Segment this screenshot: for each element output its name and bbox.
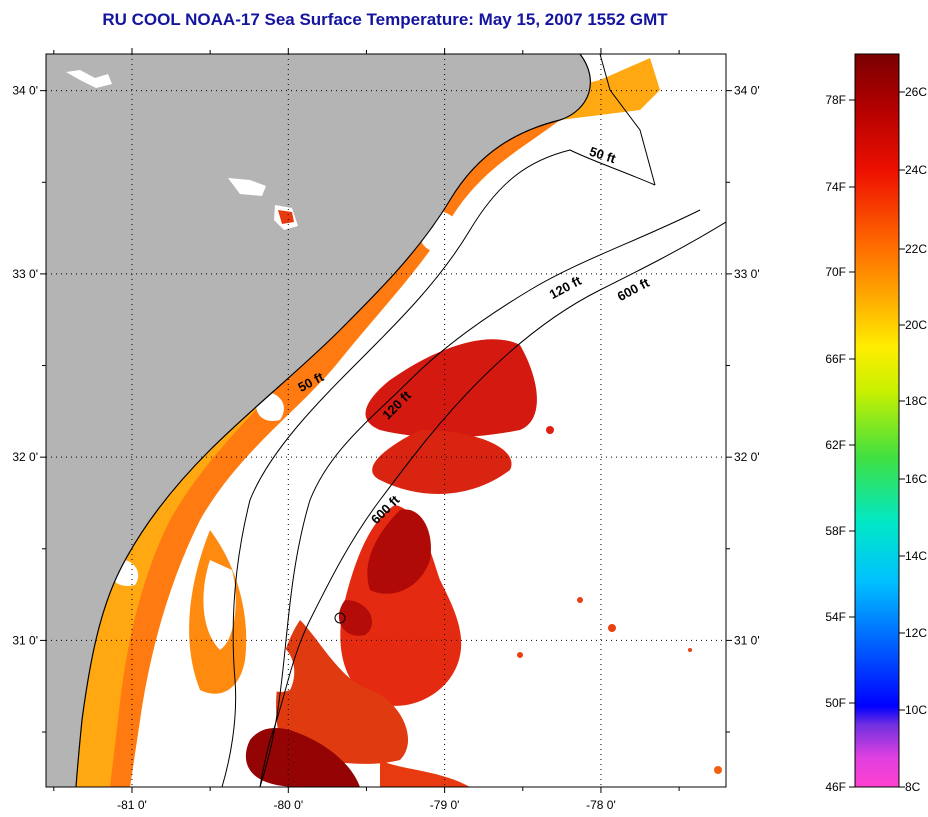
colorbar-f-label: 46F [825,780,846,794]
colorbar-f-label: 50F [825,696,846,710]
land-mass [46,54,591,787]
colorbar-c-label: 10C [905,703,927,717]
contour-600ft [259,221,726,787]
lon-tick-label: -80 0' [273,798,303,812]
lon-tick-label: -79 0' [430,798,460,812]
colorbar-c-label: 26C [905,85,927,99]
map-title: RU COOL NOAA-17 Sea Surface Temperature:… [102,10,668,29]
sst-field [245,339,722,787]
colorbar-c-label: 14C [905,549,927,563]
colorbar-f-label: 54F [825,610,846,624]
coastline [75,54,591,787]
lat-tick-label: 32 0' [12,450,38,464]
colorbar-f-label: 58F [825,524,846,538]
colorbar-f-label: 78F [825,93,846,107]
lat-tick-label-right: 32 0' [734,450,760,464]
colorbar-fahrenheit-scale: 78F 74F 70F 66F 62F 58F 54F 50F 46F [825,93,855,794]
colorbar-c-label: 12C [905,626,927,640]
lon-tick-label: -81 0' [117,798,147,812]
colorbar-c-label: 18C [905,394,927,408]
lon-tick-label: -78 0' [586,798,616,812]
colorbar-f-label: 70F [825,265,846,279]
colorbar-c-label: 22C [905,242,927,256]
map-frame [45,53,727,788]
lat-tick-label-right: 33 0' [734,267,760,281]
lat-tick-label: 34 0' [12,84,38,98]
latitude-axis: 34 0' 34 0' 33 0' 33 0' 32 0' 32 0' 31 0' 31 0' [12,84,760,733]
graticule [46,54,726,787]
longitude-axis: -81 0' -80 0' -79 0' -78 0' [53,48,680,812]
colorbar-frame [854,53,900,788]
lat-tick-label-right: 34 0' [734,84,760,98]
colorbar-f-label: 66F [825,352,846,366]
lat-tick-label: 31 0' [12,633,38,647]
lat-tick-label: 33 0' [12,267,38,281]
contour-120ft [259,209,701,787]
colorbar-c-label: 20C [905,318,927,332]
map-panel [46,54,726,787]
contour-50ft [221,149,656,787]
cape-fear-coast [599,54,656,186]
colorbar-gradient [855,54,899,787]
colorbar-c-label: 24C [905,163,927,177]
colorbar-celsius-scale: 26C 24C 22C 20C 18C 16C 14C 12C 10C 8C [899,85,927,794]
lat-tick-label-right: 31 0' [734,633,760,647]
colorbar-f-label: 62F [825,438,846,452]
colorbar-c-label: 16C [905,472,927,486]
colorbar: 78F 74F 70F 66F 62F 58F 54F 50F 46F 26C 24C 22C 20C… [825,53,927,794]
lake-warm-patch [278,210,294,224]
colorbar-f-label: 74F [825,180,846,194]
colorbar-c-label: 8C [905,780,921,794]
cloud-gaps [108,210,513,756]
